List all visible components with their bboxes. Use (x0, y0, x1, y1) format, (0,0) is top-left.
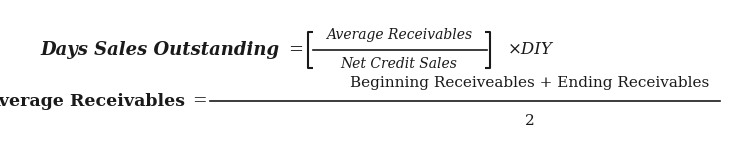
Text: Average Receivables: Average Receivables (326, 28, 472, 42)
Text: Average Receivables: Average Receivables (0, 93, 185, 109)
Text: 2: 2 (525, 114, 535, 128)
Text: Days Sales Outstanding: Days Sales Outstanding (41, 41, 280, 59)
Text: Beginning Receiveables + Ending Receivables: Beginning Receiveables + Ending Receivab… (350, 76, 710, 90)
Text: =: = (288, 41, 303, 59)
Text: =: = (192, 93, 207, 109)
Text: Net Credit Sales: Net Credit Sales (341, 57, 457, 71)
Text: ×DIY: ×DIY (508, 42, 553, 58)
